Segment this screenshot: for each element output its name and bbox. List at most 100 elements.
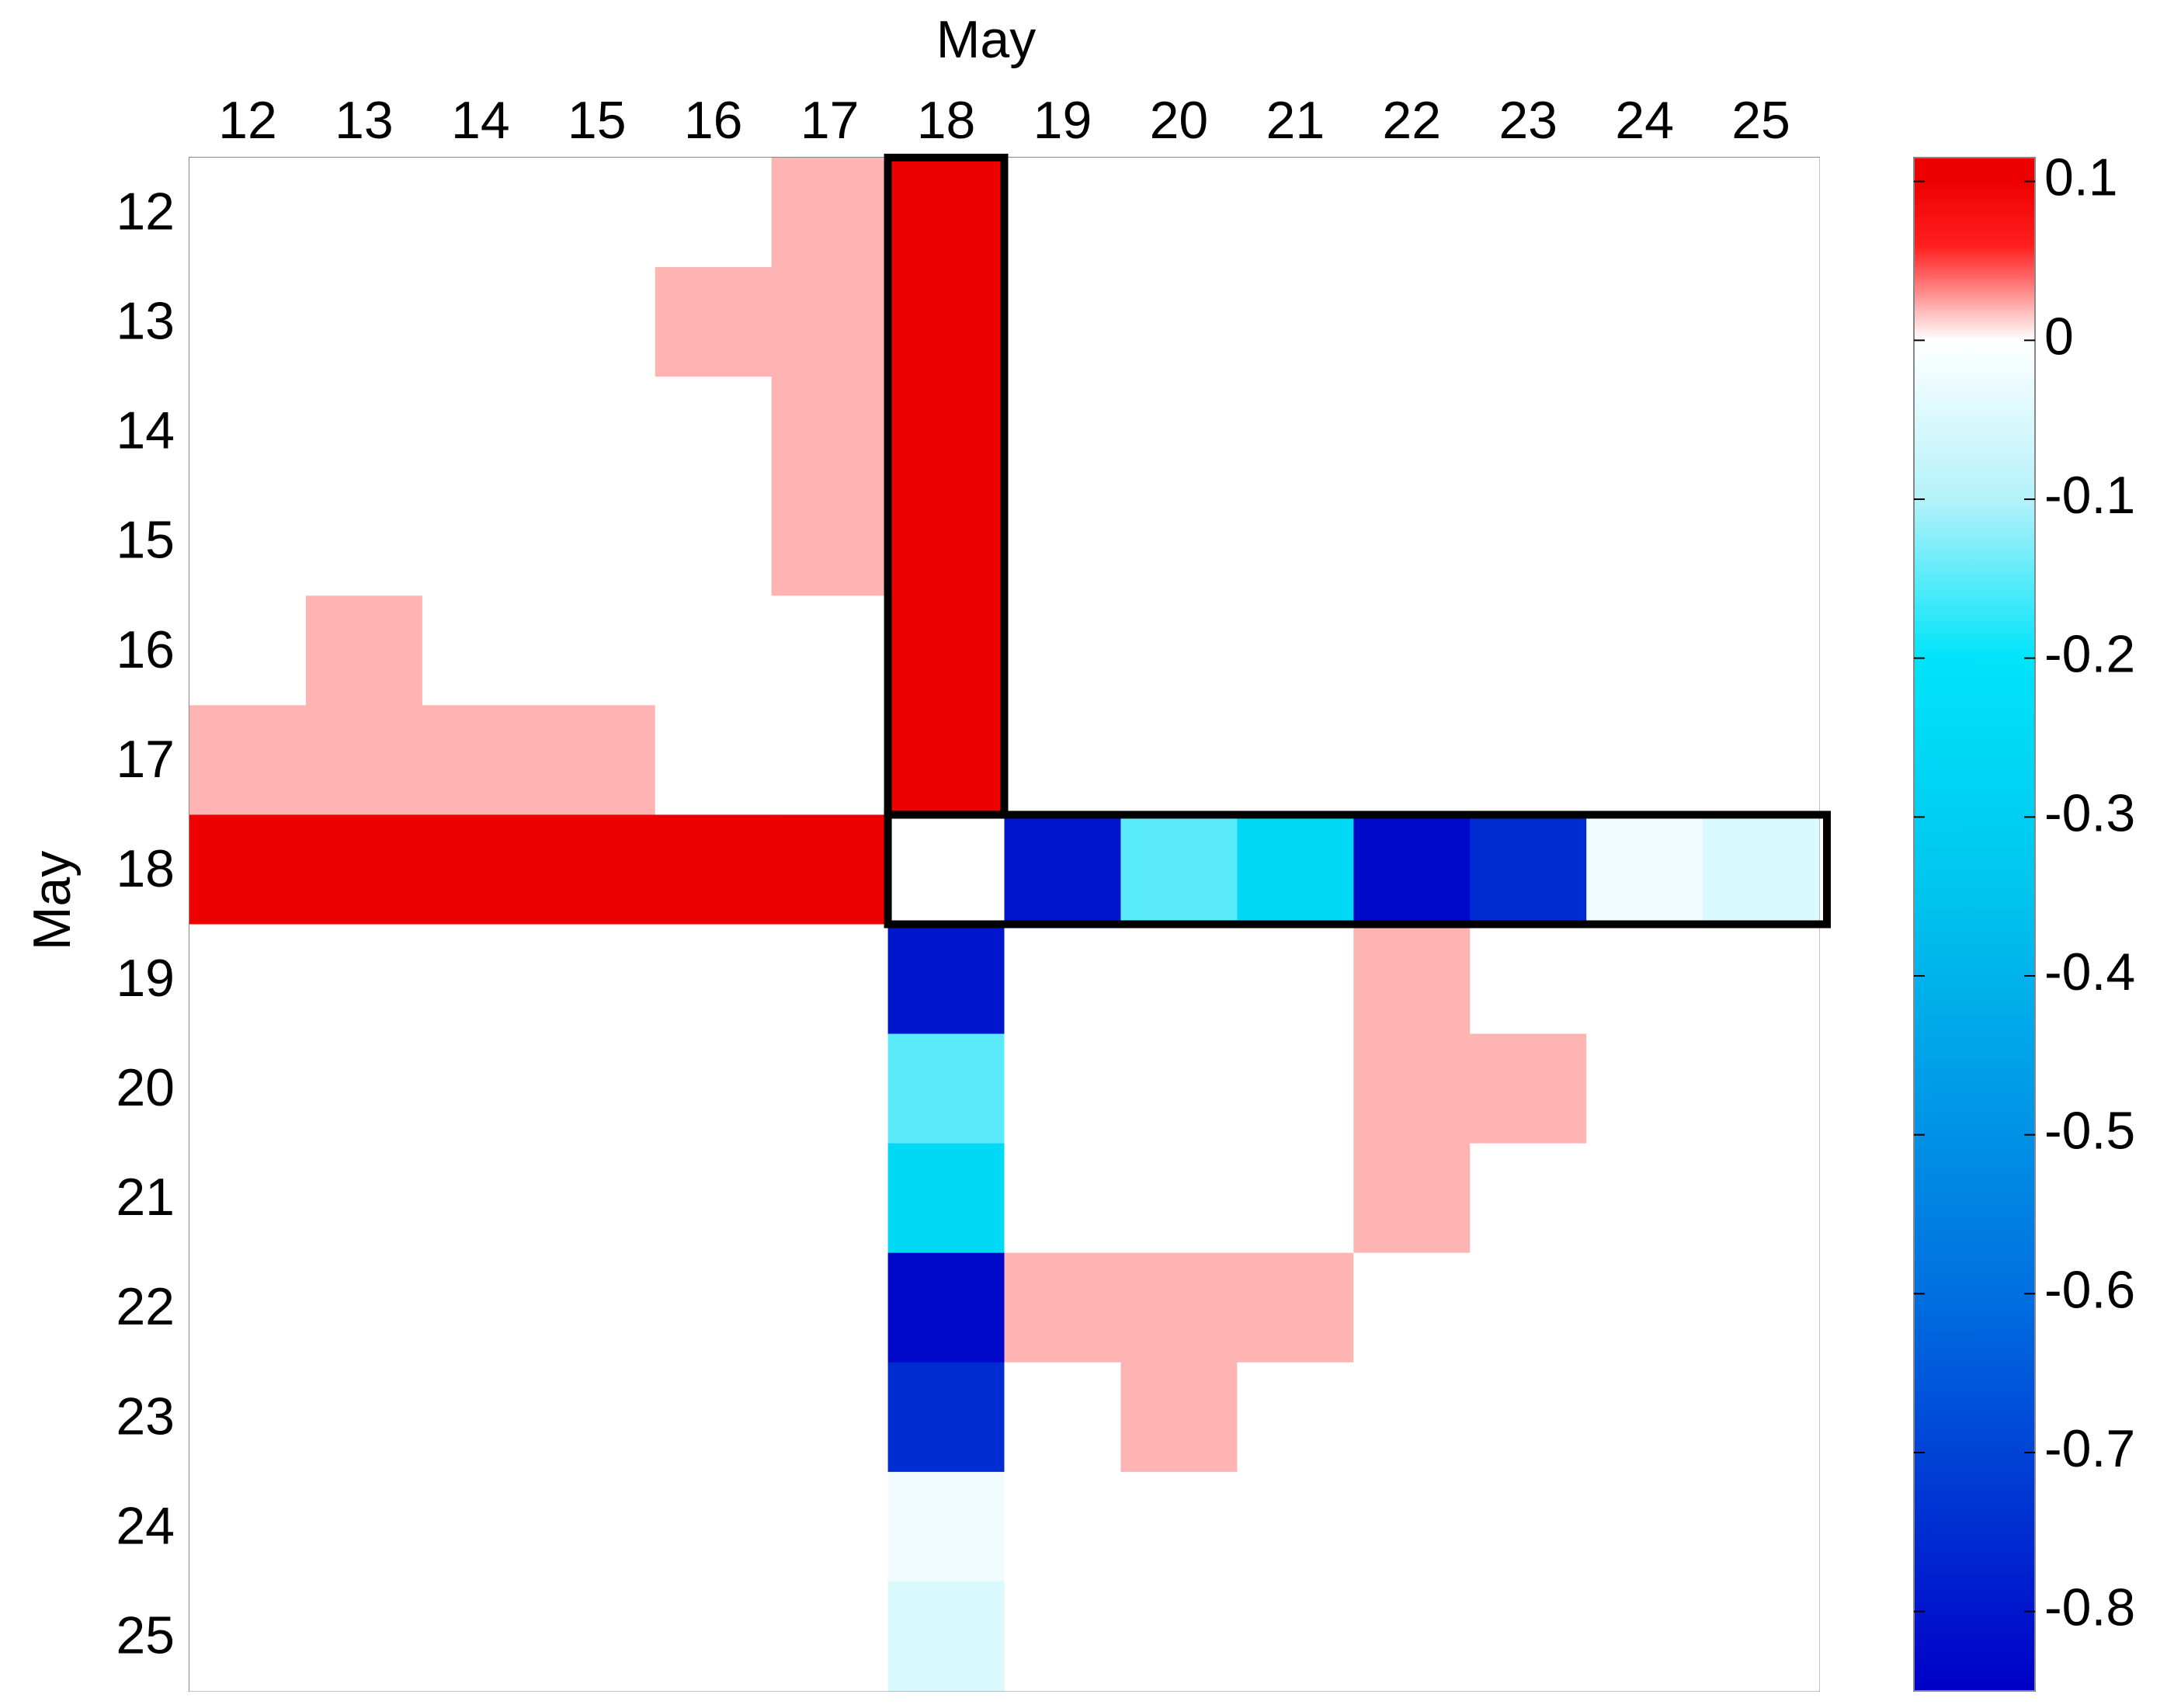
colorbar-tick-label: -0.8 xyxy=(2044,1578,2135,1637)
heatmap-cell xyxy=(538,1252,656,1363)
heatmap-cell xyxy=(1703,1033,1820,1144)
colorbar-tick-label: -0.5 xyxy=(2044,1102,2135,1161)
y-tick-label: 22 xyxy=(116,1277,175,1336)
heatmap-cell xyxy=(771,158,889,268)
heatmap-cell xyxy=(1353,1143,1471,1254)
heatmap-cell xyxy=(1120,267,1238,377)
heatmap-cell xyxy=(1353,924,1471,1035)
heatmap-cell xyxy=(538,1143,656,1254)
heatmap-cell xyxy=(1586,814,1703,925)
heatmap-cell xyxy=(305,1033,423,1144)
heatmap-cell xyxy=(771,1252,889,1363)
y-tick-label: 24 xyxy=(116,1496,175,1555)
heatmap-cell xyxy=(1237,1143,1354,1254)
heatmap-cell xyxy=(1470,595,1587,706)
heatmap-cell xyxy=(538,267,656,377)
heatmap-cell xyxy=(771,814,889,925)
heatmap-cell xyxy=(1004,1143,1121,1254)
heatmap-cell xyxy=(189,158,307,268)
heatmap-cell xyxy=(1004,924,1121,1035)
heatmap-cell xyxy=(1120,158,1238,268)
heatmap-cell xyxy=(189,1143,307,1254)
heatmap-cell xyxy=(771,705,889,815)
heatmap-cell xyxy=(422,1362,540,1473)
heatmap-cell xyxy=(422,267,540,377)
heatmap-cell xyxy=(1237,158,1354,268)
heatmap-cell xyxy=(655,1362,773,1473)
heatmap-cell xyxy=(422,158,540,268)
heatmap-cell xyxy=(1470,158,1587,268)
heatmap-cell xyxy=(305,486,423,596)
heatmap-cell xyxy=(655,486,773,596)
heatmap-cell xyxy=(1004,486,1121,596)
heatmap-cell xyxy=(1004,377,1121,487)
heatmap-cell xyxy=(1586,1252,1703,1363)
heatmap-cell xyxy=(771,1143,889,1254)
heatmap-cell xyxy=(422,486,540,596)
heatmap-cell xyxy=(1004,595,1121,706)
heatmap-cell xyxy=(538,1362,656,1473)
heatmap-cell xyxy=(189,595,307,706)
colorbar-tick-label: 0 xyxy=(2044,307,2074,366)
heatmap-cell xyxy=(1703,595,1820,706)
heatmap-cell xyxy=(305,595,423,706)
x-tick-label: 21 xyxy=(1266,91,1325,150)
y-tick-label: 16 xyxy=(116,620,175,679)
heatmap-cell xyxy=(1004,1362,1121,1473)
heatmap-cell xyxy=(1703,267,1820,377)
heatmap-cell xyxy=(1586,924,1703,1035)
heatmap-cell xyxy=(887,1033,1005,1144)
heatmap-cell xyxy=(1353,595,1471,706)
heatmap-cell xyxy=(189,1252,307,1363)
heatmap-cell xyxy=(1353,158,1471,268)
heatmap-cell xyxy=(887,1362,1005,1473)
heatmap-cell xyxy=(1470,486,1587,596)
heatmap-cell xyxy=(1120,377,1238,487)
heatmap-cell xyxy=(189,1581,307,1692)
heatmap-cell xyxy=(1703,1252,1820,1363)
x-tick-label: 25 xyxy=(1731,91,1790,150)
heatmap-cell xyxy=(538,1471,656,1582)
heatmap-cell xyxy=(189,924,307,1035)
y-tick-label: 23 xyxy=(116,1387,175,1446)
x-tick-label: 24 xyxy=(1615,91,1674,150)
heatmap-cell xyxy=(1470,377,1587,487)
colorbar-tick-label: -0.2 xyxy=(2044,625,2135,684)
y-tick-label: 15 xyxy=(116,511,175,570)
heatmap-cell xyxy=(887,158,1005,268)
heatmap-cell xyxy=(305,1143,423,1254)
heatmap-cell xyxy=(1703,1471,1820,1582)
heatmap-cell xyxy=(305,1471,423,1582)
heatmap-cell xyxy=(1586,267,1703,377)
heatmap-cell xyxy=(305,1252,423,1363)
heatmap-cell xyxy=(422,924,540,1035)
x-tick-label: 17 xyxy=(800,91,860,150)
heatmap-cell xyxy=(305,377,423,487)
heatmap-cell xyxy=(1703,924,1820,1035)
heatmap-cell xyxy=(1470,705,1587,815)
heatmap-cell xyxy=(1237,1033,1354,1144)
colorbar-tick-label: -0.4 xyxy=(2044,943,2135,1002)
y-tick-label: 25 xyxy=(116,1606,175,1665)
heatmap-cell xyxy=(771,267,889,377)
heatmap-cell xyxy=(189,1471,307,1582)
heatmap-cell xyxy=(771,486,889,596)
heatmap-cell xyxy=(1703,158,1820,268)
heatmap-cell xyxy=(1120,1581,1238,1692)
x-tick-label: 13 xyxy=(335,91,394,150)
heatmap-cell xyxy=(655,1252,773,1363)
heatmap-cell xyxy=(1703,814,1820,925)
heatmap-cell xyxy=(1353,1471,1471,1582)
heatmap-cell xyxy=(887,377,1005,487)
heatmap-cell xyxy=(1237,1362,1354,1473)
heatmap-cell xyxy=(887,1252,1005,1363)
heatmap-cell xyxy=(1470,1252,1587,1363)
heatmap-cell xyxy=(422,1143,540,1254)
heatmap-cell xyxy=(1237,1471,1354,1582)
heatmap-cell xyxy=(1586,1362,1703,1473)
heatmap-cell xyxy=(1120,1471,1238,1582)
heatmap-cell xyxy=(422,377,540,487)
heatmap-cell xyxy=(1120,924,1238,1035)
heatmap-cell xyxy=(771,1471,889,1582)
heatmap-cell xyxy=(655,814,773,925)
